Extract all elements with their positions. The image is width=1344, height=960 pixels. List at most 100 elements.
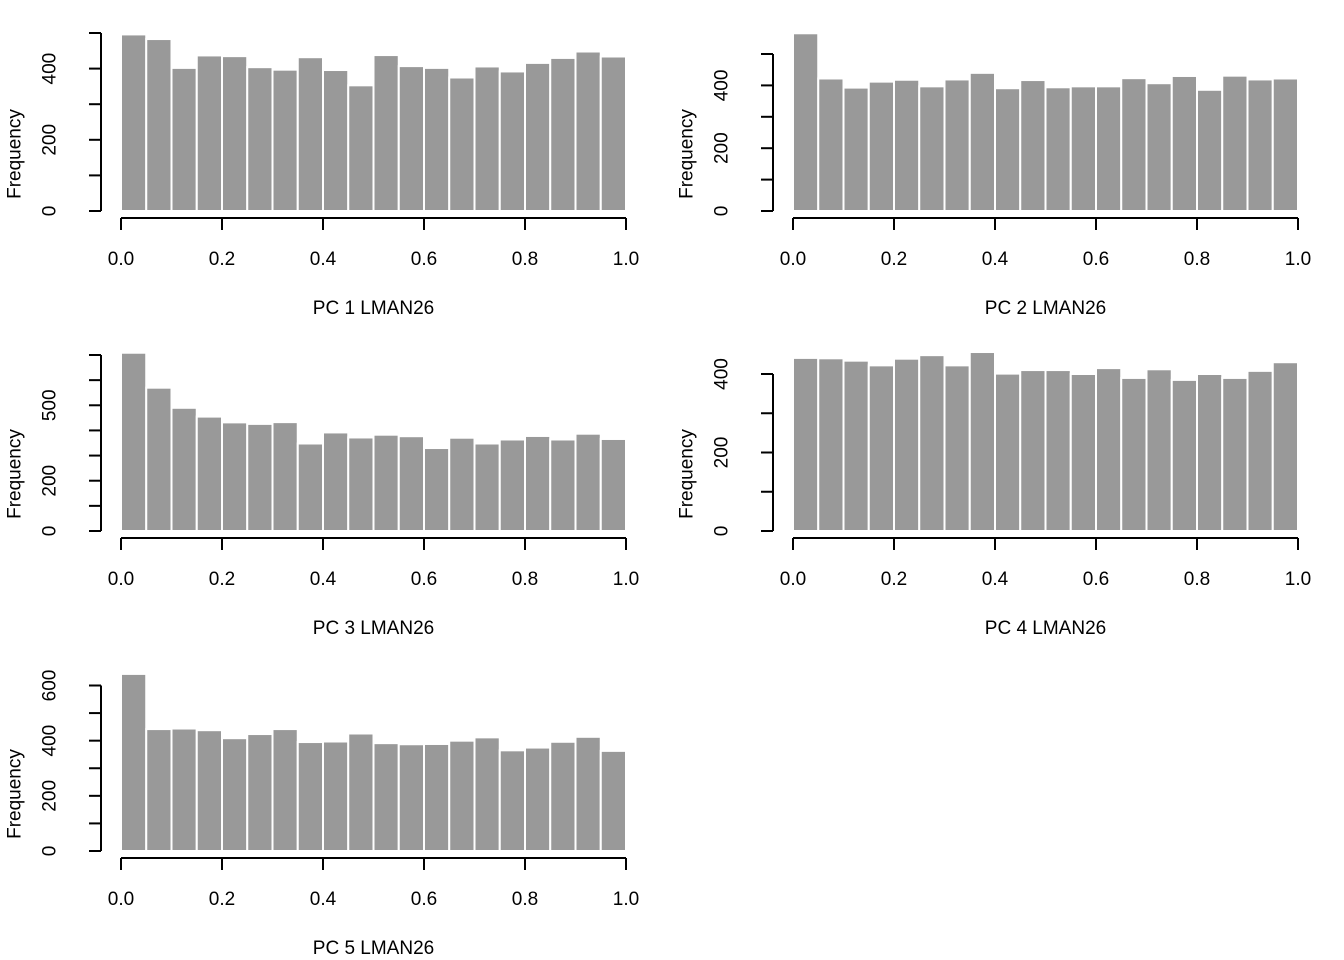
y-axis-label: Frequency [677, 109, 698, 199]
x-tick-label: 0.4 [310, 889, 337, 910]
x-tick-label: 0.0 [108, 569, 134, 590]
y-tick-label: 600 [40, 670, 61, 702]
x-axis-label: PC 1 LMAN26 [313, 298, 434, 319]
histogram-bar [599, 55, 627, 212]
histogram-bar [893, 357, 921, 532]
histogram-bar [1069, 85, 1097, 212]
histogram-bar [170, 66, 198, 212]
histogram-bar [473, 442, 501, 533]
y-tick-label: 200 [40, 465, 61, 497]
histogram-bar [842, 359, 870, 532]
histogram-bar [574, 432, 602, 532]
y-axis-label: Frequency [5, 749, 26, 839]
y-tick-label: 0 [712, 206, 733, 217]
histogram-bar [574, 735, 602, 852]
histogram-bar [1069, 373, 1097, 532]
histogram-bar [296, 56, 324, 213]
histogram-bar [195, 415, 223, 533]
histogram-panel-2: 0.0 0.2 0.4 0.6 0.8 1.0 0 200 400 PC 2 LMAN26 Freq… [677, 32, 1311, 319]
y-tick-label: 0 [40, 526, 61, 537]
x-tick-label: 0.2 [209, 889, 235, 910]
y-axis-label: Frequency [677, 429, 698, 519]
histogram-bar [817, 357, 845, 532]
histogram-bar [524, 61, 552, 212]
histogram-bar [498, 438, 526, 533]
x-tick-label: 1.0 [613, 249, 639, 270]
x-tick-label: 0.8 [512, 569, 538, 590]
histogram-bar [372, 742, 400, 852]
histogram-bar [549, 740, 577, 853]
y-axis-label: Frequency [5, 109, 26, 199]
y-tick-label: 200 [40, 124, 61, 156]
x-tick-label: 0.6 [1083, 569, 1109, 590]
histogram-bar [1170, 74, 1198, 213]
x-tick-label: 0.8 [512, 249, 538, 270]
x-tick-label: 0.0 [780, 249, 806, 270]
x-tick-label: 0.2 [209, 569, 235, 590]
histogram-bar [271, 68, 299, 212]
histogram-bar [599, 437, 627, 532]
y-tick-label: 200 [40, 780, 61, 812]
x-tick-label: 1.0 [613, 569, 639, 590]
histogram-bar [817, 77, 845, 212]
histogram-bar [322, 740, 350, 852]
x-tick-label: 0.2 [881, 249, 907, 270]
histogram-bar [1044, 86, 1072, 212]
x-axis-label: PC 4 LMAN26 [985, 618, 1106, 639]
histogram-bar [1120, 376, 1148, 532]
x-tick-label: 0.8 [512, 889, 538, 910]
y-tick-label: 400 [40, 725, 61, 757]
x-tick-label: 1.0 [613, 889, 639, 910]
y-tick-label: 0 [40, 206, 61, 217]
x-axis-label: PC 3 LMAN26 [313, 618, 434, 639]
y-tick-label: 400 [712, 358, 733, 390]
histogram-bar [347, 732, 375, 852]
histogram-bar [1095, 85, 1123, 212]
histogram-bar [893, 78, 921, 212]
histogram-bar [372, 54, 400, 212]
histogram-bar [397, 435, 425, 532]
x-tick-label: 0.4 [982, 249, 1009, 270]
histogram-bar [448, 436, 476, 532]
histogram-bar [918, 354, 946, 532]
x-tick-label: 0.2 [881, 569, 907, 590]
histogram-bar [296, 741, 324, 853]
histogram-bar [1221, 74, 1249, 212]
histogram-bar [968, 71, 996, 212]
y-tick-label: 500 [40, 389, 61, 421]
histogram-bar [347, 84, 375, 212]
histogram-panel-5: 0.0 0.2 0.4 0.6 0.8 1.0 0 200 400 600 PC 5 LMAN26 F… [5, 670, 640, 959]
histogram-bar [372, 433, 400, 532]
histogram-bar [1196, 88, 1224, 212]
histogram-bar [524, 746, 552, 852]
histogram-bar [1145, 82, 1173, 212]
histogram-bar [549, 438, 577, 533]
histogram-bar [195, 54, 223, 213]
x-tick-label: 1.0 [1285, 569, 1311, 590]
x-tick-label: 0.0 [108, 889, 134, 910]
histogram-bar [599, 749, 627, 852]
histogram-bar [549, 56, 577, 212]
histogram-bar [524, 434, 552, 532]
histogram-bar [473, 65, 501, 212]
x-tick-label: 0.6 [1083, 249, 1109, 270]
histogram-bar [448, 739, 476, 853]
x-tick-label: 0.8 [1184, 569, 1210, 590]
histogram-bar [322, 69, 350, 212]
histogram-bar [1246, 369, 1274, 532]
histogram-bar [120, 672, 148, 852]
histogram-bar [1221, 376, 1249, 532]
histogram-bar [1120, 77, 1148, 213]
histogram-bar [473, 736, 501, 853]
x-tick-label: 0.4 [982, 569, 1009, 590]
histogram-bar [296, 442, 324, 533]
x-tick-label: 0.8 [1184, 249, 1210, 270]
histogram-bar [423, 447, 451, 532]
histogram-bar [1271, 77, 1299, 212]
histogram-bar [246, 66, 274, 213]
histogram-bar [397, 65, 425, 212]
histogram-bar [246, 422, 274, 532]
x-tick-label: 0.4 [310, 569, 337, 590]
histogram-bar [221, 421, 249, 532]
